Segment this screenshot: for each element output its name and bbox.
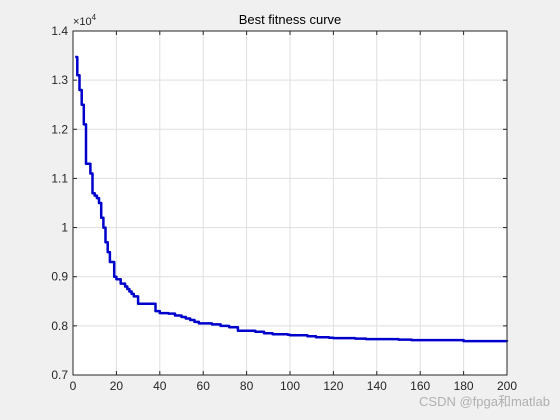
y-tick-label: 1 <box>61 221 68 235</box>
tick-labels: 0 20 40 60 80 100 120 140 160 180 200 0.7 0.8 0.9 1 1.1… <box>51 24 517 393</box>
x-tick-label: 20 <box>110 379 124 393</box>
x-tick-label: 200 <box>497 379 517 393</box>
x-tick-label: 120 <box>323 379 343 393</box>
x-tick-label: 140 <box>367 379 387 393</box>
x-tick-label: 80 <box>240 379 254 393</box>
fitness-line <box>75 55 509 343</box>
series-group <box>75 55 509 343</box>
ticks <box>72 30 508 376</box>
y-tick-label: 0.7 <box>51 368 68 382</box>
y-tick-label: 0.9 <box>51 270 68 284</box>
y-tick-label: 1.3 <box>51 73 68 87</box>
x-tick-label: 40 <box>153 379 167 393</box>
y-tick-label: 0.8 <box>51 319 68 333</box>
watermark: CSDN @fpga和matlab <box>419 394 550 409</box>
y-tick-label: 1.2 <box>51 122 68 136</box>
x-tick-label: 180 <box>454 379 474 393</box>
x-tick-label: 100 <box>280 379 300 393</box>
y-tick-label: 1.4 <box>51 24 68 38</box>
chart-title: Best fitness curve <box>239 12 342 27</box>
x-tick-label: 0 <box>70 379 77 393</box>
x-tick-label: 160 <box>410 379 430 393</box>
x-tick-label: 60 <box>197 379 211 393</box>
y-exponent-label: ×104 <box>73 13 97 28</box>
y-tick-label: 1.1 <box>51 171 68 185</box>
